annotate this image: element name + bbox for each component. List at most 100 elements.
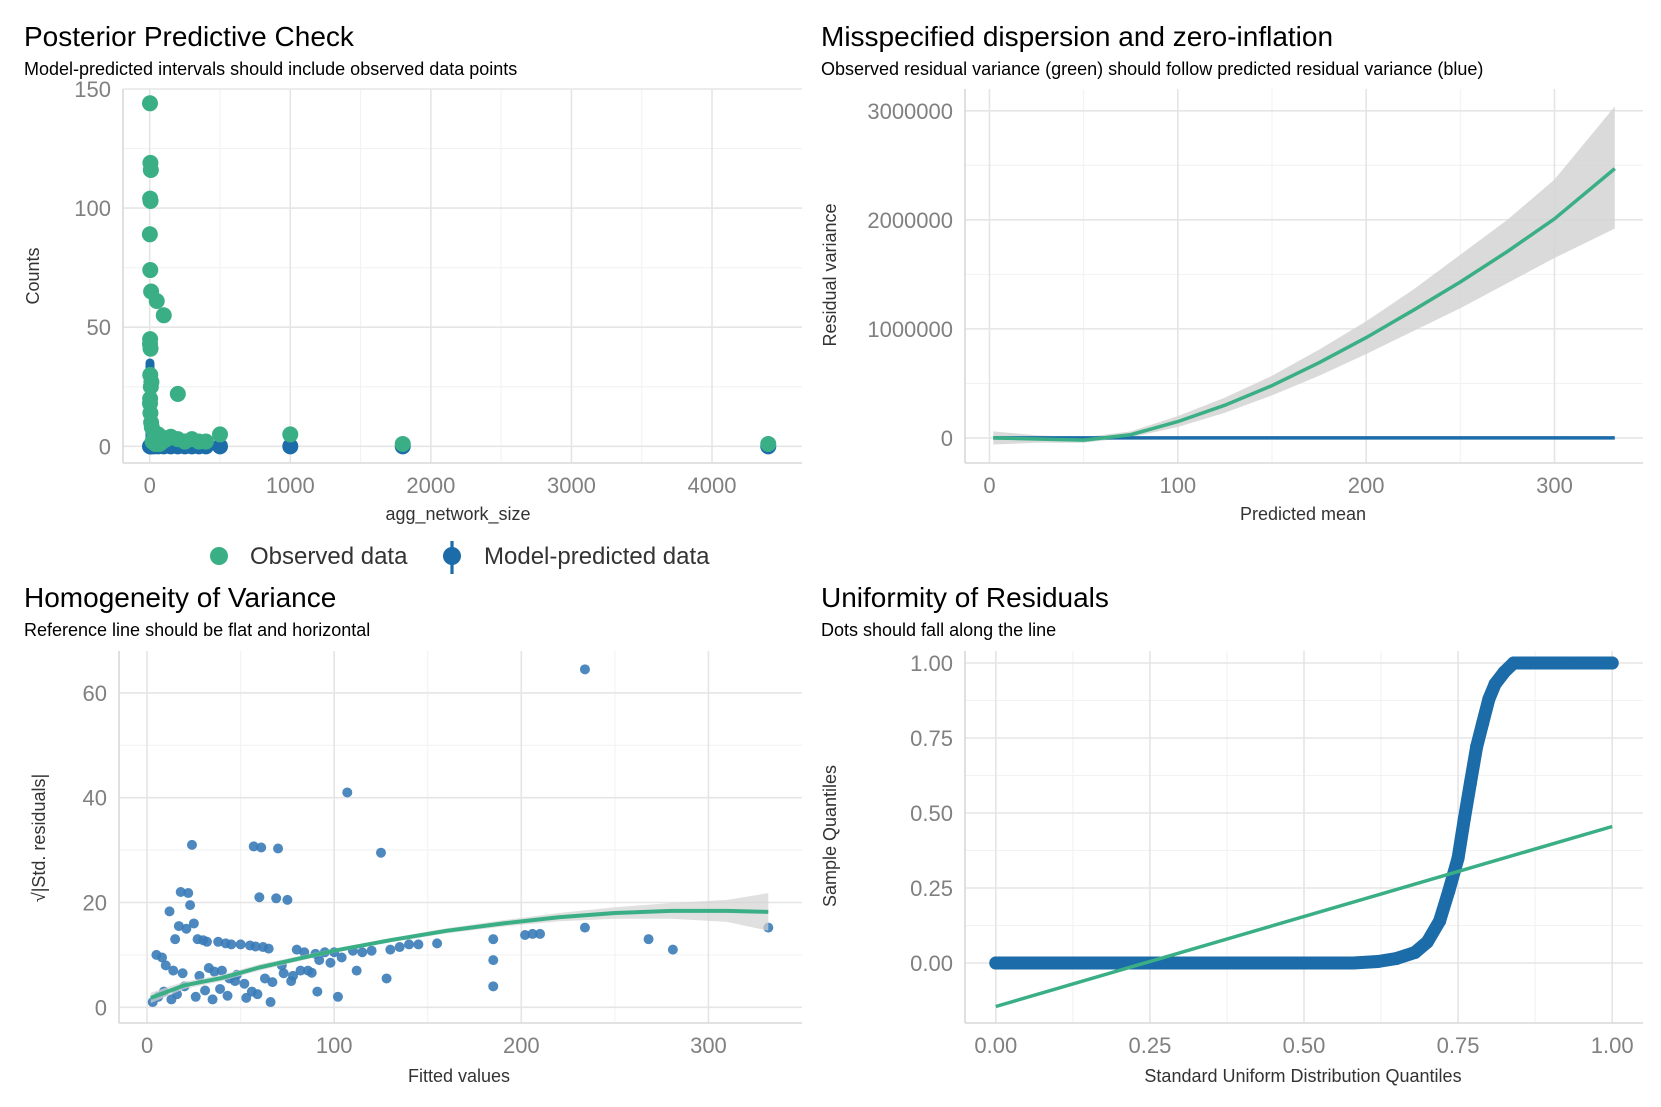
dispersion-ytick-label: 2000000	[867, 208, 953, 233]
ppc-predicted-point	[212, 438, 228, 455]
homogeneity-residual-point	[404, 939, 415, 950]
uniformity-xtick-label: 0.25	[1128, 1033, 1171, 1058]
homogeneity-residual-point	[351, 965, 362, 976]
dispersion-ytick-label: 0	[941, 426, 953, 451]
homogeneity-residual-point	[579, 922, 590, 933]
uniformity-sample-point	[1371, 955, 1385, 968]
homogeneity-residual-point	[267, 977, 278, 988]
ppc-observed-point	[760, 435, 777, 452]
ppc-plot-area: 0 1000 2000 3000 4000 0 50 100 150	[74, 77, 802, 498]
uniformity-sample-point	[1420, 935, 1434, 949]
ppc-observed-point	[155, 307, 172, 324]
dispersion-ylabel: Residual variance	[820, 203, 840, 346]
ppc-xtick-label: 0	[144, 473, 156, 498]
uniformity-sample-point	[1112, 956, 1126, 970]
legend: Observed data Model-predicted data	[210, 541, 710, 574]
ppc-predicted-point	[282, 438, 299, 455]
homogeneity-residual-point	[175, 887, 186, 898]
homogeneity-residual-point	[168, 965, 179, 976]
homogeneity-residual-point	[200, 985, 211, 996]
homogeneity-residual-point	[488, 934, 499, 945]
homogeneity-residual-point	[263, 943, 274, 954]
homogeneity-residual-point	[177, 968, 188, 979]
uniformity-xtick-label: 0.00	[974, 1033, 1017, 1058]
ppc-observed-point	[142, 262, 159, 279]
dispersion-xtick-label: 0	[983, 473, 995, 498]
panel-uniformity: Uniformity of Residuals Dots should fall…	[820, 582, 1643, 1086]
homogeneity-residual-point	[527, 928, 538, 939]
homogeneity-residual-point	[488, 955, 499, 966]
dispersion-xlabel: Predicted mean	[1240, 504, 1366, 524]
panel-dispersion: Misspecified dispersion and zero-inflati…	[820, 21, 1643, 524]
homogeneity-residual-point	[209, 966, 220, 977]
dispersion-ytick-label: 1000000	[867, 317, 953, 342]
uniformity-sample-point	[1408, 946, 1422, 959]
homogeneity-residual-point	[207, 994, 218, 1005]
ppc-observed-point	[148, 293, 165, 310]
homogeneity-residual-point	[342, 787, 353, 798]
ppc-xtick-label: 2000	[406, 473, 455, 498]
homogeneity-residual-point	[295, 965, 306, 976]
panel-posterior-predictive-check: Posterior Predictive Check Model-predict…	[23, 21, 802, 525]
legend-observed-key	[210, 547, 228, 565]
homogeneity-ytick-label: 20	[83, 890, 107, 915]
ppc-observed-point	[169, 385, 186, 402]
homogeneity-residual-point	[332, 991, 343, 1002]
homogeneity-xtick-label: 200	[503, 1033, 540, 1058]
ppc-observed-point	[282, 426, 299, 443]
ppc-observed-point	[197, 433, 214, 450]
ppc-observed-point	[394, 435, 411, 452]
homogeneity-residual-point	[194, 970, 205, 981]
ppc-ytick-label: 100	[74, 196, 111, 221]
uniformity-sample-point	[1488, 677, 1502, 691]
uniformity-sample-point	[1574, 656, 1588, 670]
homogeneity-residual-point	[230, 976, 241, 987]
homogeneity-residual-point	[160, 960, 171, 971]
uniformity-plot-area: 0.00 0.25 0.50 0.75 1.00 0.00 0.25 0.50 0.75 1.00	[910, 651, 1643, 1058]
dispersion-xtick-label: 200	[1348, 473, 1385, 498]
uniformity-sample-point	[1497, 665, 1511, 679]
homogeneity-xtick-label: 100	[316, 1033, 353, 1058]
uniformity-sample-point	[1442, 884, 1456, 898]
uniformity-subtitle: Dots should fall along the line	[821, 620, 1056, 640]
homogeneity-residual-point	[381, 973, 392, 984]
homogeneity-smooth-ci-band	[150, 893, 769, 1004]
ppc-ytick-label: 50	[87, 315, 111, 340]
homogeneity-residual-point	[278, 968, 289, 979]
uniformity-sample-point	[1507, 656, 1521, 670]
uniformity-sample-point	[1605, 656, 1619, 670]
homogeneity-subtitle: Reference line should be flat and horizo…	[24, 620, 370, 640]
homogeneity-residual-point	[366, 945, 377, 956]
homogeneity-smooth-line	[150, 908, 769, 1000]
homogeneity-residual-point	[413, 939, 424, 950]
uniformity-sample-point	[1346, 956, 1360, 970]
homogeneity-xlabel: Fitted values	[408, 1066, 510, 1086]
homogeneity-xtick-label: 300	[690, 1033, 727, 1058]
homogeneity-residual-point	[314, 955, 325, 966]
dispersion-ytick-label: 3000000	[867, 99, 953, 124]
dispersion-subtitle: Observed residual variance (green) shoul…	[821, 59, 1483, 79]
legend-predicted-label: Model-predicted data	[484, 543, 710, 570]
homogeneity-residual-point	[259, 973, 270, 984]
homogeneity-residual-point	[222, 990, 233, 1001]
homogeneity-residual-point	[432, 938, 443, 949]
uniformity-sample-point	[1470, 740, 1484, 754]
uniformity-xtick-label: 0.75	[1437, 1033, 1480, 1058]
ppc-observed-point	[142, 192, 159, 209]
ppc-observed-point	[212, 426, 228, 443]
ppc-observed-point	[141, 95, 158, 112]
uniformity-sample-point	[1235, 956, 1249, 970]
ppc-title: Posterior Predictive Check	[24, 21, 355, 52]
ppc-xlabel: agg_network_size	[385, 504, 530, 525]
homogeneity-residual-point	[252, 989, 263, 1000]
homogeneity-residual-point	[248, 841, 259, 852]
homogeneity-residual-point	[188, 918, 199, 929]
dispersion-plot-area: 0 100 200 300 0 1000000 2000000 3000000	[867, 89, 1643, 498]
homogeneity-residual-point	[254, 892, 265, 903]
uniformity-title: Uniformity of Residuals	[821, 582, 1109, 613]
ppc-observed-point	[154, 433, 171, 450]
homogeneity-title: Homogeneity of Variance	[24, 582, 336, 613]
homogeneity-plot-area: 0 100 200 300 0 20 40 60	[83, 651, 802, 1058]
homogeneity-residual-point	[239, 978, 250, 989]
uniformity-sample-point	[1389, 952, 1403, 965]
